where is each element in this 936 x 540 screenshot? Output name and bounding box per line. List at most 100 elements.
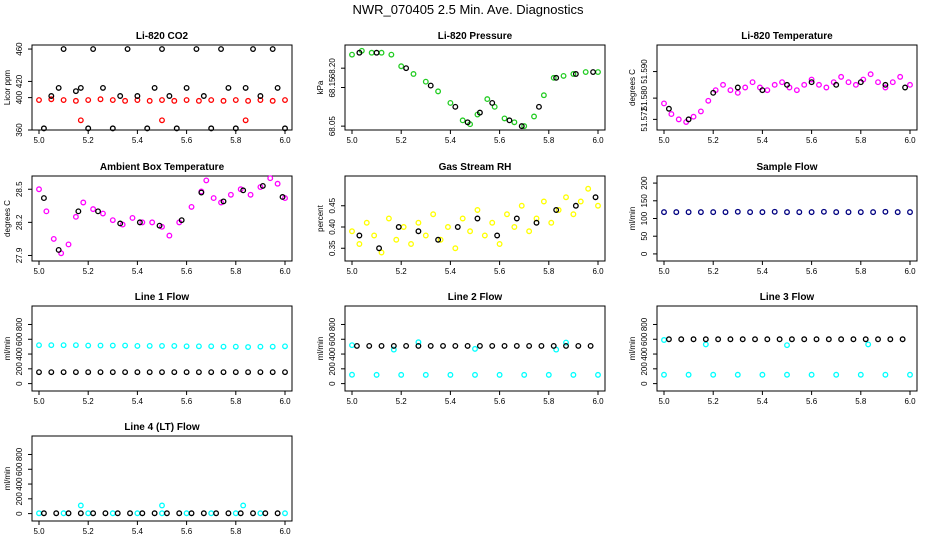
line-4-lt-flow-data-point [151, 510, 158, 517]
line-2-flow-xtick-label: 5.0 [346, 397, 358, 406]
li-820-co2-series-co2-all [36, 96, 288, 124]
ambient-box-temperature-data-point [240, 187, 247, 194]
line-4-lt-flow-ytick-label: 0 [15, 511, 24, 516]
li-820-pressure-ytick-label: 68.15 [328, 77, 337, 98]
ambient-box-temperature-ytick-label: 27.9 [15, 247, 24, 263]
sample-flow-ytick-label: 150 [640, 194, 649, 208]
line-3-flow-title: Line 3 Flow [760, 292, 815, 303]
line-3-flow-data-point [759, 371, 766, 378]
line-1-flow-data-point [85, 342, 92, 349]
li-820-temperature-data-point [907, 81, 913, 88]
line-3-flow-data-point [850, 336, 857, 343]
li-820-temperature-data-point [784, 81, 790, 88]
li-820-co2-data-point [171, 97, 178, 104]
li-820-co2-data-point [55, 84, 62, 91]
gas-stream-rh-data-point [378, 249, 385, 256]
line-1-flow-data-point [97, 369, 104, 376]
li-820-pressure-data-point [464, 119, 471, 126]
li-820-co2-data-point [232, 125, 239, 132]
li-820-co2-ytick-label: 420 [15, 74, 24, 88]
ambient-box-temperature-data-point [166, 232, 173, 239]
line-4-lt-flow-data-point [188, 510, 195, 517]
line-4-lt-flow-data-point [77, 502, 84, 509]
li-820-pressure-data-point [550, 74, 557, 81]
li-820-co2-xtick-label: 6.0 [279, 136, 291, 145]
li-820-pressure-xtick-label: 6.0 [592, 136, 604, 145]
line-3-flow-data-point [685, 371, 692, 378]
line-4-lt-flow-data-point [134, 510, 141, 517]
line-4-lt-flow-data-point [257, 510, 264, 517]
li-820-pressure-panel: Li-820 Pressure kPa 5.0 5.2 5.4 5.6 5.8 6.0 68.0… [316, 31, 606, 145]
li-820-co2-data-point [90, 46, 97, 52]
line-3-flow-data-point [784, 342, 790, 349]
line-2-flow-data-point [570, 371, 577, 378]
ambient-box-temperature-xtick-label: 5.0 [33, 267, 45, 276]
line-2-flow-data-point [521, 371, 528, 378]
sample-flow-frame [656, 175, 918, 262]
li-820-pressure-data-point [378, 49, 385, 56]
li-820-pressure-data-point [373, 49, 380, 56]
li-820-co2-data-point [60, 46, 67, 52]
li-820-co2-frame [31, 44, 293, 131]
li-820-co2-data-point [282, 125, 288, 132]
li-820-temperature-ytick-label: 51.572 [640, 107, 649, 132]
gas-stream-rh-data-point [400, 224, 407, 230]
ambient-box-temperature-data-point [75, 208, 82, 215]
ambient-box-temperature-data-point [80, 199, 87, 206]
line-2-flow-xtick-label: 5.8 [543, 397, 555, 406]
line-4-lt-flow-data-point [237, 510, 244, 517]
li-820-pressure-data-point [388, 51, 395, 58]
li-820-pressure-data-point [459, 117, 466, 124]
sample-flow-data-point [820, 208, 827, 215]
ambient-box-temperature-data-point [129, 214, 136, 221]
line-3-flow-data-point [710, 371, 717, 378]
li-820-temperature-data-point [882, 84, 889, 91]
li-820-pressure-data-point [484, 96, 491, 103]
line-1-flow-ytick-label: 0 [15, 381, 24, 386]
line-4-lt-flow-data-point [127, 510, 133, 517]
ambient-box-temperature-data-point [203, 177, 210, 184]
sample-flow-ytick-label: 100 [640, 211, 649, 225]
li-820-pressure-data-point [553, 74, 560, 81]
line-2-flow-data-point [464, 342, 471, 349]
li-820-co2-data-point [282, 97, 288, 103]
line-2-flow-data-point [587, 342, 594, 349]
gas-stream-rh-data-point [459, 215, 466, 222]
li-820-temperature-title: Li-820 Temperature [741, 31, 833, 42]
gas-stream-rh-data-point [435, 236, 442, 243]
li-820-co2-data-point [36, 97, 42, 103]
sample-flow-ylabel: ml/min [628, 207, 637, 231]
li-820-pressure-series-pressure-all [349, 47, 601, 130]
li-820-co2-data-point [100, 84, 106, 91]
line-2-flow-data-point [472, 345, 478, 352]
line-2-flow-data-point [390, 346, 397, 353]
li-820-co2-data-point [85, 97, 92, 103]
ambient-box-temperature-data-point [139, 219, 146, 226]
li-820-co2-data-point [109, 125, 116, 132]
line-1-flow-data-point [183, 343, 190, 350]
ambient-box-temperature-data-point [198, 189, 205, 196]
gas-stream-rh-data-point [540, 198, 547, 205]
gas-stream-rh-data-point [572, 202, 579, 209]
line-1-flow-data-point [208, 343, 215, 350]
gas-stream-rh-data-point [444, 224, 451, 230]
sample-flow-data-point [894, 209, 901, 216]
sample-flow-data-point [722, 209, 729, 216]
sample-flow-data-point [907, 209, 913, 216]
sample-flow-data-point [796, 209, 803, 216]
li-820-temperature-data-point [808, 79, 815, 86]
li-820-co2-data-point [242, 117, 249, 124]
li-820-co2-ytick-label: 460 [15, 42, 24, 56]
sample-flow-data-point [734, 208, 741, 215]
ambient-box-temperature-data-point [267, 175, 274, 182]
line-1-flow-ytick-label: 800 [15, 317, 24, 331]
line-2-flow-frame [344, 305, 606, 392]
sample-flow-data-point [759, 209, 766, 216]
line-3-flow-data-point [752, 336, 758, 343]
li-820-pressure-data-point [582, 69, 589, 75]
line-1-flow-data-point [60, 369, 67, 376]
li-820-temperature-data-point [734, 84, 741, 91]
ambient-box-temperature-data-point [95, 208, 101, 215]
li-820-co2-data-point [144, 125, 151, 132]
line-4-lt-flow-ytick-label: 800 [15, 447, 24, 461]
